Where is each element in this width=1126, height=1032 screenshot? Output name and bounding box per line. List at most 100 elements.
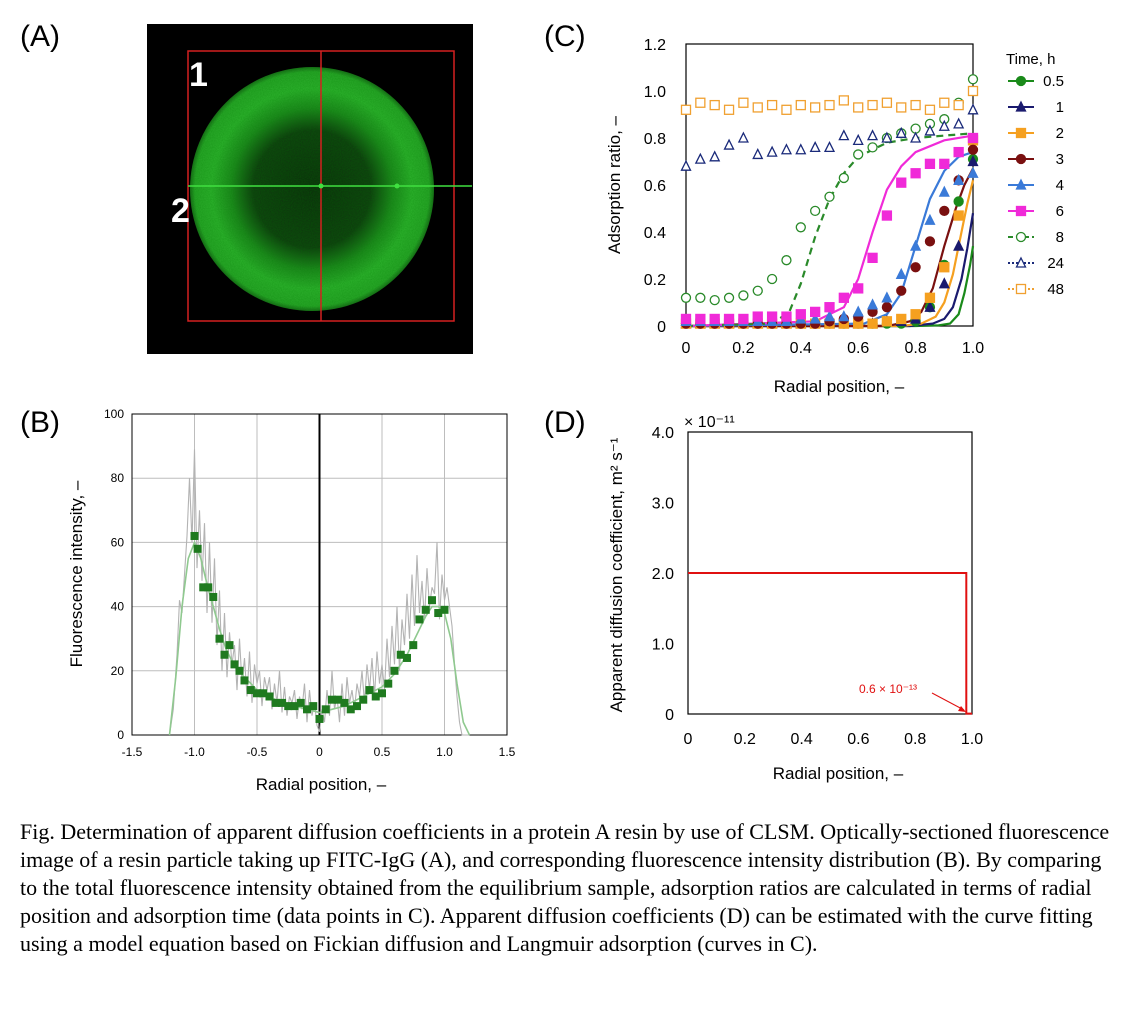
label-2: 2 (171, 192, 190, 230)
chart-c-point-24 (910, 131, 922, 143)
fluorescence-image: 1 2 (147, 24, 473, 354)
chart-b-point (240, 676, 249, 685)
chart-c-point-48 (838, 95, 850, 106)
chart-c-point-6 (910, 168, 921, 179)
chart-c-point-24 (881, 131, 893, 143)
chart-c-point-48 (766, 99, 778, 111)
chart-d-series-dapp (688, 572, 972, 715)
chart-c-point-6 (881, 210, 893, 221)
chart-b-point (340, 698, 349, 707)
chart-b-point (259, 689, 268, 698)
chart-c-point-48 (924, 104, 936, 115)
chart-c-point-6 (953, 146, 964, 158)
chart-c-point-48 (896, 102, 907, 113)
chart-b-point (334, 695, 343, 704)
chart-c-xtick-label: 0.2 (732, 340, 754, 357)
chart-c-point-2 (924, 292, 936, 303)
chart-c-point-1 (953, 239, 965, 251)
chart-b-point (190, 531, 199, 540)
chart-c-point-4 (809, 312, 821, 324)
chart-c-point-2 (910, 309, 921, 320)
chart-c-legend-marker (1015, 231, 1027, 243)
chart-c-point-2 (896, 313, 907, 325)
chart-c-plot-area (680, 74, 979, 329)
chart-b-ytick-label: 60 (111, 535, 125, 549)
chart-b-series-raw (168, 449, 470, 736)
chart-c-point-2 (953, 210, 964, 221)
chart-c-point-24 (838, 129, 850, 141)
chart-b-series-smoothed (168, 540, 471, 736)
chart-b-point (220, 650, 229, 659)
chart-c-point-8 (781, 255, 792, 266)
chart-c-legend-label: 8 (1056, 229, 1064, 246)
chart-c-point-24 (852, 133, 864, 145)
chart-c-point-24 (924, 124, 936, 136)
chart-c-point-2 (867, 318, 878, 329)
chart-c-point-6 (939, 158, 950, 170)
panel-letter-b: (B) (20, 406, 60, 439)
chart-c-point-48 (752, 102, 763, 113)
chart-b-point (230, 660, 239, 669)
chart-d-annotation: 0.6 × 10⁻¹³ (859, 682, 917, 696)
chart-c-ytick-label: 1.2 (644, 37, 666, 54)
chart-c-point-4 (895, 267, 907, 279)
chart-c-legend-marker (1015, 100, 1027, 112)
chart-c-plot-frame (685, 43, 974, 327)
chart-c-point-4 (866, 298, 879, 310)
chart-c-point-8 (967, 74, 979, 85)
chart-c-point-3 (881, 302, 893, 313)
chart-d-xlabel: Radial position, – (773, 764, 904, 783)
chart-c-point-4 (938, 185, 950, 197)
chart-c-ytick-label: 1.0 (644, 84, 666, 101)
chart-b-point (290, 702, 299, 711)
chart-b-point (359, 695, 368, 704)
chart-c-point-6 (867, 252, 878, 264)
chart-c-point-48 (809, 102, 821, 113)
chart-c-point-6 (766, 311, 778, 322)
chart-b-xtick-label: -0.5 (247, 745, 268, 759)
chart-c-point-4 (953, 173, 965, 185)
chart-c-point-4 (838, 310, 850, 322)
chart-c-point-48 (738, 97, 749, 108)
chart-c-point-1 (938, 277, 950, 289)
chart-c-point-3 (939, 205, 950, 217)
chart-c-point-48 (910, 99, 921, 111)
chart-c-point-6 (723, 313, 735, 325)
chart-b-point (303, 705, 311, 714)
chart-b-xtick-label: 0 (316, 745, 323, 759)
chart-c-point-0.5 (953, 196, 964, 207)
chart-c-point-48 (795, 99, 806, 111)
chart-c-point-48 (695, 97, 706, 108)
chart-b-point (403, 653, 411, 662)
chart-b-plot-frame (131, 413, 508, 736)
chart-c-point-2 (939, 262, 950, 273)
chart-d-annotation-arrow (931, 692, 965, 711)
chart-d-annotation-arrowhead (958, 706, 966, 712)
chart-c-point-6 (695, 313, 706, 325)
chart-c-point-8 (795, 222, 806, 233)
chart-c-point-1 (967, 155, 979, 167)
chart-c-point-48 (867, 99, 878, 111)
chart-c-ytick-label: 0.8 (644, 131, 666, 148)
chart-b-xtick-label: -1.0 (184, 745, 205, 759)
chart-c-point-48 (709, 99, 720, 111)
chart-c-point-24 (953, 117, 965, 129)
chart-b-point (193, 544, 202, 553)
chart-c-point-4 (924, 213, 936, 225)
chart-b-point (284, 702, 293, 711)
chart-c-point-1 (924, 300, 936, 312)
chart-c-ytick-label: 0.2 (644, 272, 666, 289)
chart-c-point-6 (924, 158, 936, 170)
chart-b-point (235, 666, 244, 675)
chart-b-xtick-label: 1.5 (499, 745, 516, 759)
chart-c-point-6 (781, 311, 792, 322)
chart-b-point (271, 698, 280, 707)
chart-c-legend-marker (1015, 205, 1027, 217)
chart-b-point (390, 666, 399, 675)
chart-c-point-6 (680, 313, 692, 325)
chart-d-xtick-label: 0.8 (904, 731, 926, 748)
chart-b-xtick-label: 0.5 (374, 745, 391, 759)
chart-c-fit-curve-8 (685, 132, 974, 328)
chart-c-ytick-label: 0.4 (644, 225, 666, 242)
chart-b-xtick-label: -1.5 (122, 745, 143, 759)
